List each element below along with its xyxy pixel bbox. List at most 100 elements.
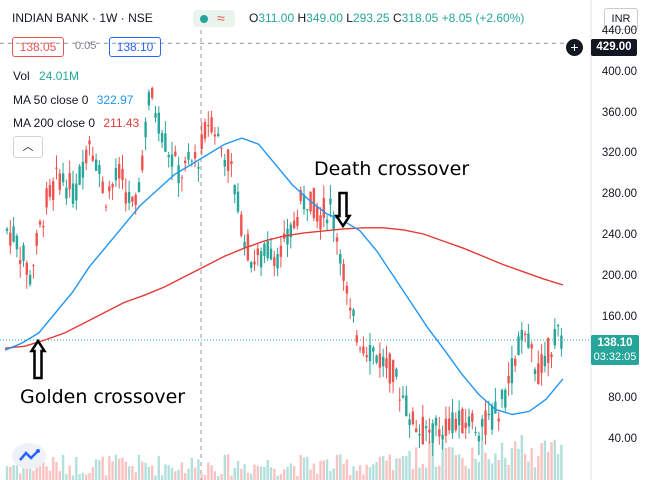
volume-bar xyxy=(560,444,563,480)
candle xyxy=(490,402,494,435)
candle xyxy=(147,89,151,111)
candle xyxy=(210,110,213,135)
candle xyxy=(441,425,444,450)
volume-bar xyxy=(349,475,352,480)
candle xyxy=(167,151,170,168)
volume-bar xyxy=(448,447,451,480)
candle xyxy=(42,220,45,238)
volume-bar xyxy=(108,456,111,480)
volume-bar xyxy=(306,456,309,480)
candle xyxy=(230,152,233,178)
buy-button[interactable]: 138.10 xyxy=(109,37,161,57)
last-price-badge: 138.10 03:32:05 xyxy=(591,335,639,365)
candle xyxy=(104,203,108,212)
price-tick-label: 160.00 xyxy=(601,310,637,323)
volume-value: 24.01M xyxy=(39,69,80,83)
candle xyxy=(362,336,365,357)
volume-bar xyxy=(368,467,372,480)
candle xyxy=(444,406,448,444)
price-tick-label: 240.00 xyxy=(601,229,637,241)
volume-bar xyxy=(500,442,504,480)
candle xyxy=(461,407,464,434)
symbol-name[interactable]: INDIAN BANK xyxy=(12,11,89,25)
volume-bar xyxy=(157,456,160,480)
candle xyxy=(170,141,174,181)
candle xyxy=(71,170,75,208)
volume-bar xyxy=(98,460,101,480)
volume-bar xyxy=(378,456,382,480)
candle xyxy=(434,415,438,437)
price-tick-label: 280.00 xyxy=(601,188,637,201)
volume-bar xyxy=(94,459,98,480)
interval-label[interactable]: 1W xyxy=(99,11,118,25)
add-alert-icon[interactable]: + xyxy=(566,39,583,56)
candle xyxy=(405,385,408,417)
tradingview-logo-icon[interactable] xyxy=(12,443,46,469)
volume-bar xyxy=(144,462,147,480)
candle xyxy=(226,149,230,183)
candle xyxy=(358,345,362,353)
candle xyxy=(177,156,180,197)
candle xyxy=(164,121,167,153)
volume-bar xyxy=(335,455,339,480)
candle xyxy=(45,181,48,215)
volume-bar xyxy=(352,466,355,480)
candle xyxy=(68,160,71,198)
price-tick-label: 200.00 xyxy=(601,269,637,282)
candle xyxy=(497,411,500,431)
volume-bar xyxy=(240,468,243,480)
volume-bar xyxy=(279,474,283,480)
volume-bar xyxy=(457,454,461,480)
volume-bar xyxy=(15,465,19,480)
market-status-icon[interactable]: ≈ xyxy=(193,10,235,27)
volume-bar xyxy=(382,456,385,480)
volume-bar xyxy=(55,461,58,480)
volume-bar xyxy=(220,473,223,480)
candle xyxy=(160,129,164,148)
volume-legend[interactable]: Vol 24.01M xyxy=(13,69,80,83)
candle xyxy=(101,176,104,195)
open-value: 311.00 xyxy=(258,11,295,25)
volume-bar xyxy=(345,459,349,480)
ma200-value: 211.43 xyxy=(103,116,140,130)
volume-bar xyxy=(444,447,448,480)
candle xyxy=(127,180,131,211)
ma50-legend[interactable]: MA 50 close 0 322.97 xyxy=(13,93,134,107)
volume-bar xyxy=(42,461,45,480)
candle xyxy=(507,362,510,396)
volume-bar xyxy=(322,460,325,480)
volume-bar xyxy=(230,475,233,480)
volume-bar xyxy=(256,465,259,480)
volume-bar xyxy=(543,440,547,480)
volume-bar xyxy=(537,456,540,480)
volume-bar xyxy=(372,464,375,480)
ma200-line xyxy=(4,227,564,349)
volume-bar xyxy=(319,460,322,480)
volume-bar xyxy=(253,464,256,480)
volume-bar xyxy=(134,472,137,480)
candle xyxy=(543,341,547,373)
volume-bar xyxy=(91,467,94,480)
price-tick-label: 400.00 xyxy=(601,65,637,78)
volume-bar xyxy=(147,466,151,480)
volume-bar xyxy=(494,453,497,480)
volume-bar xyxy=(141,461,144,480)
currency-selector[interactable]: INR xyxy=(604,8,638,30)
candle xyxy=(296,209,299,230)
candle xyxy=(38,219,42,228)
volume-bar xyxy=(269,467,273,480)
ma200-legend[interactable]: MA 200 close 0 211.43 xyxy=(13,116,140,130)
volume-bar xyxy=(490,463,494,480)
volume-bar xyxy=(187,468,190,480)
collapse-legend-button[interactable]: ︿ xyxy=(13,136,43,158)
volume-bar xyxy=(22,463,25,480)
volume-bar xyxy=(464,465,467,480)
volume-bar xyxy=(35,467,38,480)
candle xyxy=(65,179,68,205)
candle xyxy=(342,259,345,291)
volume-bar xyxy=(164,464,167,480)
volume-bar xyxy=(85,474,88,480)
sell-button[interactable]: 138.05 xyxy=(12,37,64,57)
volume-bar xyxy=(391,469,395,480)
